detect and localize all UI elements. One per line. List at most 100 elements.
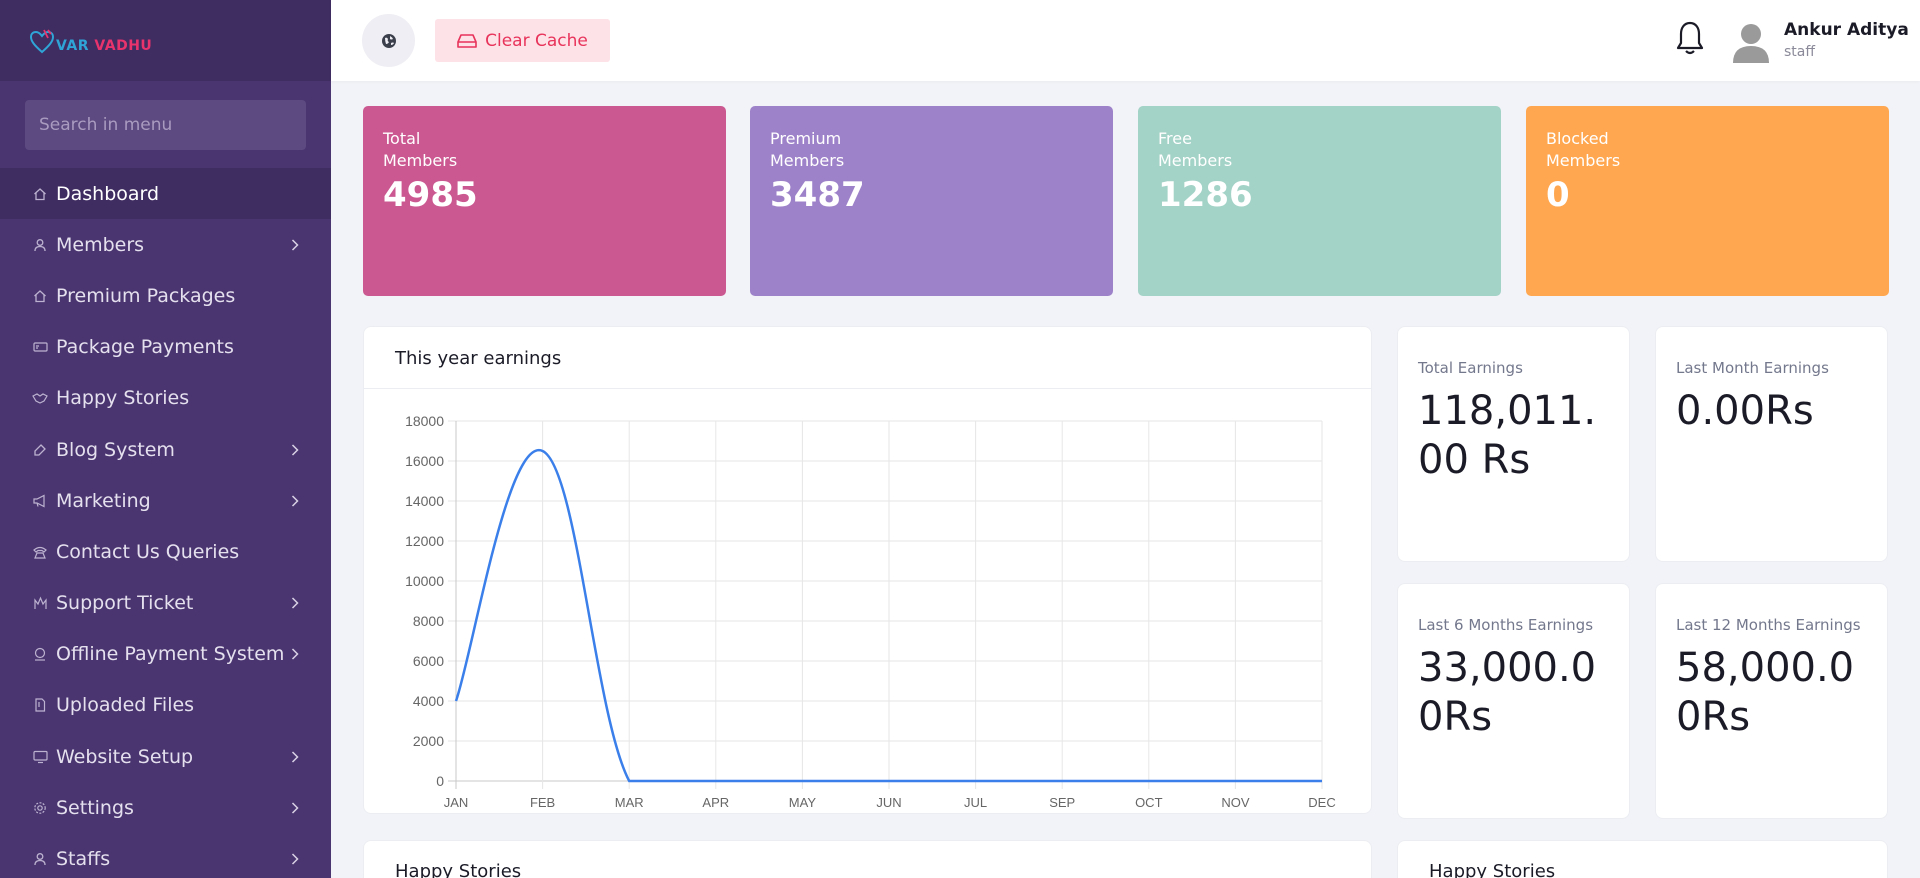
happy-stories-panel-secondary: Happy Stories [1397, 840, 1888, 878]
avatar-icon [1733, 24, 1769, 63]
y-tick-label: 10000 [405, 573, 444, 589]
sidebar-item-package-payments[interactable]: Package Payments [0, 322, 331, 373]
stat-label-line1: Blocked [1546, 129, 1609, 148]
chevron-right-icon [291, 234, 299, 256]
sidebar-item-offline-payment-system[interactable]: Offline Payment System [0, 629, 331, 680]
sidebar-item-label: Package Payments [56, 336, 234, 359]
x-tick-label: FEB [530, 795, 555, 810]
sidebar-menu: Dashboard Members Premium Packages Package … [0, 168, 331, 878]
stat-label-line1: Premium [770, 129, 842, 148]
hdd-icon [457, 33, 477, 48]
topbar: Clear Cache Ankur Aditya staff [331, 0, 1920, 81]
sidebar-item-support-ticket[interactable]: Support Ticket [0, 578, 331, 629]
chevron-right-icon [291, 643, 299, 665]
sidebar-item-label: Uploaded Files [56, 694, 195, 717]
sidebar-item-label: Blog System [56, 438, 175, 461]
stat-value: 4985 [383, 175, 478, 215]
sidebar-item-label: Dashboard [56, 182, 160, 205]
sidebar-item-contact-us-queries[interactable]: Contact Us Queries [0, 526, 331, 577]
happy-stories-panel: Happy Stories [363, 840, 1372, 878]
earnings-series-line [454, 449, 1322, 783]
x-tick-label: MAY [789, 795, 817, 810]
clear-cache-button[interactable]: Clear Cache [435, 19, 610, 62]
home-icon [32, 186, 48, 202]
y-tick-label: 2000 [413, 733, 444, 749]
user-icon [32, 851, 48, 867]
sidebar: VAR VADHU Dashboard Members Premium Packag… [0, 0, 331, 878]
chevron-right-icon [291, 439, 299, 461]
user-role: staff [1784, 44, 1816, 60]
earnings-chart-title: This year earnings [395, 348, 562, 369]
sidebar-item-premium-packages[interactable]: Premium Packages [0, 270, 331, 321]
sidebar-item-label: Contact Us Queries [56, 540, 240, 563]
sidebar-item-staffs[interactable]: Staffs [0, 833, 331, 878]
kpi-total-earnings: Total Earnings 118,011.00 Rs [1397, 326, 1630, 562]
sidebar-item-members[interactable]: Members [0, 219, 331, 270]
sidebar-item-label: Settings [56, 796, 134, 819]
stat-label-line2: Members [770, 151, 845, 170]
handshake-icon [32, 390, 48, 406]
stat-label-line2: Members [1158, 151, 1233, 170]
x-tick-label: SEP [1049, 795, 1075, 810]
sidebar-item-marketing[interactable]: Marketing [0, 475, 331, 526]
x-tick-label: OCT [1135, 795, 1163, 810]
kpi-label: Last Month Earnings [1676, 359, 1829, 377]
sidebar-item-dashboard[interactable]: Dashboard [0, 168, 331, 220]
y-tick-label: 8000 [413, 613, 444, 629]
logo-text: VAR VADHU [56, 38, 152, 54]
sidebar-item-label: Members [56, 233, 145, 256]
sidebar-item-label: Marketing [56, 489, 151, 512]
stat-value: 0 [1546, 175, 1570, 215]
sidebar-item-uploaded-files[interactable]: Uploaded Files [0, 680, 331, 731]
stat-card-premium-members: Premium Members 3487 [750, 106, 1113, 296]
stat-label-line2: Members [1546, 151, 1621, 170]
panel-title: Happy Stories [1429, 861, 1556, 878]
stat-label-line2: Members [383, 151, 458, 170]
megaphone-icon [32, 493, 48, 509]
chevron-right-icon [291, 592, 299, 614]
sidebar-item-settings[interactable]: Settings [0, 782, 331, 833]
menu-search-input[interactable] [25, 100, 306, 150]
notification-bell-button[interactable] [1676, 20, 1704, 60]
phone-icon [32, 544, 48, 560]
sidebar-item-label: Website Setup [56, 745, 194, 768]
y-tick-label: 4000 [413, 693, 444, 709]
logo-area: VAR VADHU [0, 0, 331, 81]
sidebar-item-label: Premium Packages [56, 284, 236, 307]
kpi-value: 58,000.0 0Rs [1676, 645, 1855, 740]
kpi-value: 33,000.0 0Rs [1418, 645, 1597, 740]
kpi-label: Total Earnings [1418, 359, 1523, 377]
x-tick-label: NOV [1221, 795, 1250, 810]
globe-button[interactable] [362, 14, 415, 67]
user-name[interactable]: Ankur Aditya [1784, 20, 1909, 40]
menu-search-wrap [0, 81, 331, 168]
kpi-label: Last 6 Months Earnings [1418, 616, 1594, 634]
chevron-right-icon [291, 797, 299, 819]
support-icon [32, 595, 48, 611]
kpi-value: 0.00Rs [1676, 388, 1814, 434]
sidebar-item-blog-system[interactable]: Blog System [0, 424, 331, 475]
stat-value: 3487 [770, 175, 865, 215]
kpi-last-6-months-earnings: Last 6 Months Earnings 33,000.0 0Rs [1397, 583, 1630, 819]
avatar[interactable] [1731, 20, 1771, 63]
home-icon [32, 288, 48, 304]
y-tick-label: 14000 [405, 493, 444, 509]
brand-logo[interactable]: VAR VADHU [30, 28, 152, 54]
chevron-right-icon [291, 746, 299, 768]
sidebar-item-label: Staffs [56, 848, 111, 871]
stat-label-line1: Total [383, 129, 421, 148]
file-icon [32, 697, 48, 713]
chevron-right-icon [291, 490, 299, 512]
x-tick-label: MAR [615, 795, 644, 810]
y-tick-label: 6000 [413, 653, 444, 669]
globe-icon [381, 33, 396, 48]
logo-heart-icon [30, 28, 54, 53]
bell-icon [1676, 21, 1704, 55]
stat-value: 1286 [1158, 175, 1253, 215]
panel-title: Happy Stories [395, 861, 522, 878]
x-tick-label: APR [702, 795, 729, 810]
sidebar-item-happy-stories[interactable]: Happy Stories [0, 373, 331, 424]
earnings-line-chart: 0 2000 4000 6000 8000 10000 12000 14000 16000 180… [405, 413, 1336, 810]
sidebar-item-website-setup[interactable]: Website Setup [0, 731, 331, 782]
stat-card-free-members: Free Members 1286 [1138, 106, 1501, 296]
